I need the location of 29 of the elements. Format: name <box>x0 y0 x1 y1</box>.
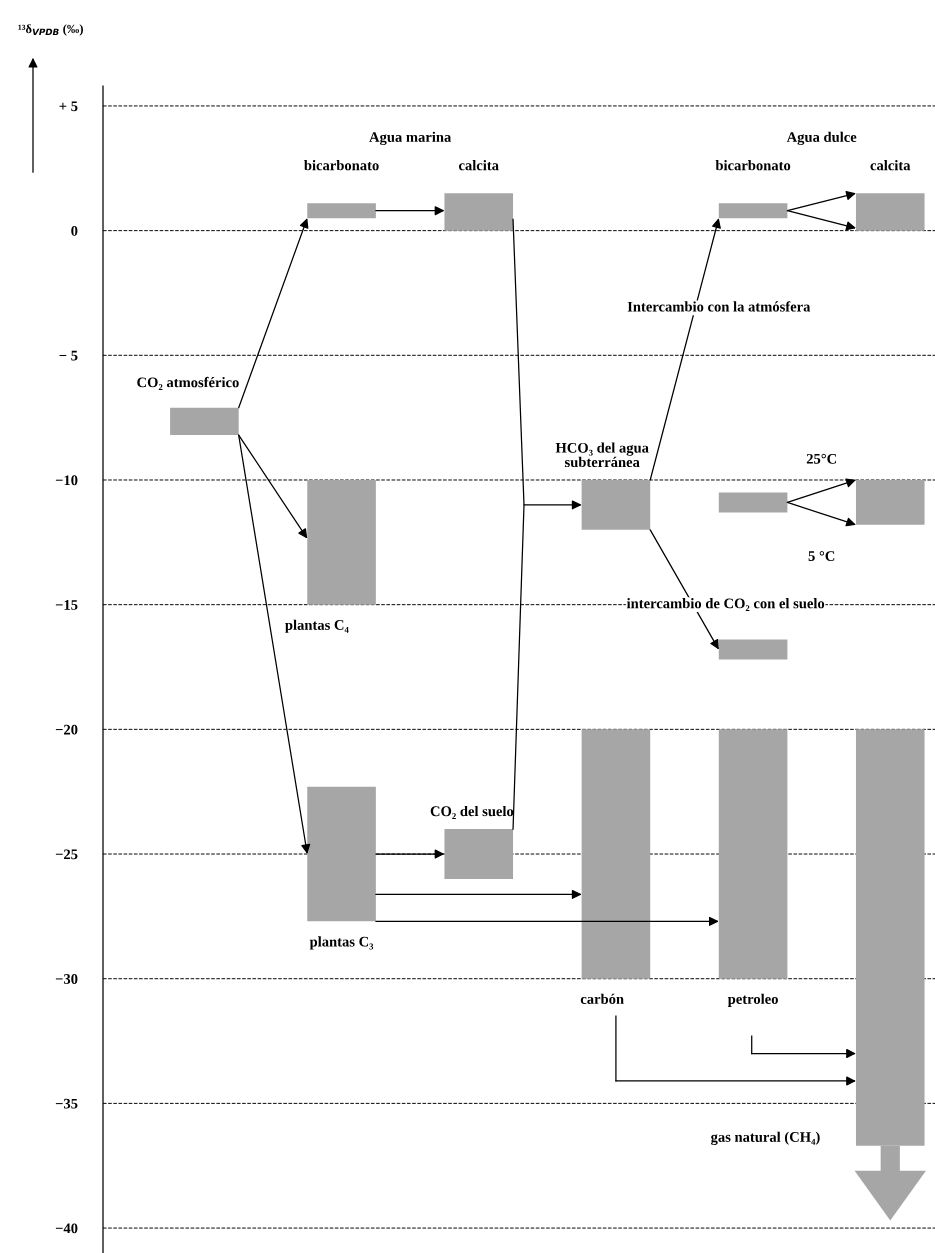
y-tick-label: −40 <box>55 1223 78 1234</box>
y-tick-label: −20 <box>55 724 78 735</box>
y-tick-label: − 5 <box>59 350 78 361</box>
annotation: Intercambio con la atmósfera <box>627 301 811 312</box>
series-label: plantas C₃ <box>309 936 374 950</box>
annotation: Agua marina <box>369 131 452 146</box>
text: bicarbonato <box>715 160 791 171</box>
series-label: CO₂ atmosférico <box>137 376 239 391</box>
y-tick-label: 0 <box>71 225 78 236</box>
series-label: calcita <box>459 160 499 171</box>
y-tick-label: −30 <box>55 974 78 984</box>
y-tick-label: + 5 <box>59 101 78 112</box>
series-label: petroleo <box>727 993 778 1007</box>
annotation: Agua dulce <box>786 131 857 146</box>
text: gas natural (CH₄) <box>711 1131 820 1145</box>
series-label: HCO₃ del agua subterránea <box>555 442 649 468</box>
y-tick-label: −15 <box>55 600 78 610</box>
series-label: carbón <box>580 993 624 1004</box>
annotation: 5 °C <box>808 551 835 561</box>
y-tick-label: −25 <box>55 849 78 860</box>
y-axis-title: ¹³δ$_{VPDB}$ (‰) <box>18 24 83 36</box>
series-label: CO₂ del suelo <box>430 805 514 819</box>
text: bicarbonato <box>304 160 379 171</box>
series-label: calcita <box>870 160 911 171</box>
annotation: intercambio de CO₂ con el suelo <box>626 598 825 612</box>
y-tick-label: −10 <box>55 475 78 486</box>
series-label: plantas C₄ <box>285 619 349 633</box>
annotation: 25°C <box>806 453 837 464</box>
y-tick-label: −35 <box>55 1098 78 1109</box>
